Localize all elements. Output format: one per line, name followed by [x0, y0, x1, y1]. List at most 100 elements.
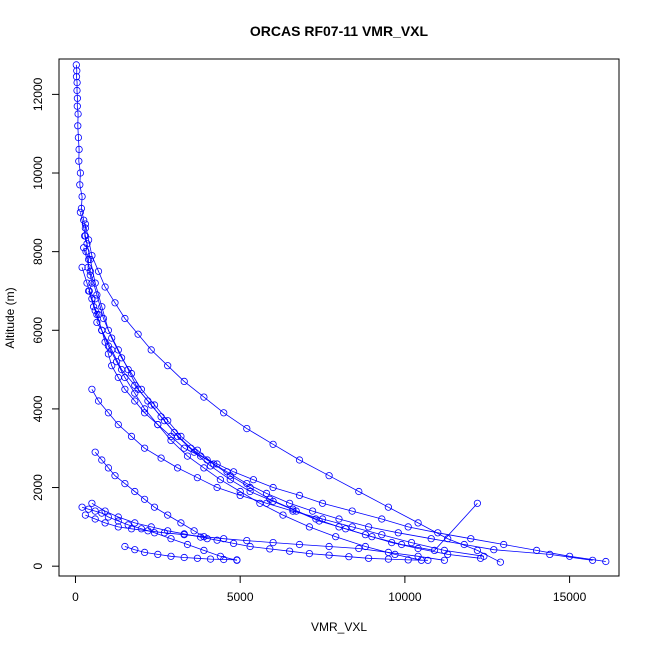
data-point	[164, 362, 172, 370]
data-point	[141, 405, 149, 413]
x-tick-label: 0	[72, 590, 79, 604]
data-point	[127, 525, 136, 533]
series-1	[72, 61, 610, 566]
data-point	[180, 530, 188, 538]
data-point	[73, 94, 82, 102]
data-point	[414, 544, 422, 553]
data-point	[74, 122, 82, 130]
y-tick-label: 10000	[31, 156, 45, 190]
data-point	[75, 145, 83, 153]
data-point	[81, 232, 90, 240]
series-line	[85, 514, 445, 561]
series-line	[91, 389, 484, 557]
data-point	[490, 546, 498, 554]
data-point	[269, 483, 277, 492]
data-point	[414, 552, 422, 560]
data-point	[157, 454, 165, 462]
data-point	[325, 551, 333, 559]
data-point	[305, 549, 313, 558]
data-point	[496, 558, 504, 566]
data-point	[124, 365, 132, 374]
data-point	[83, 279, 91, 287]
data-point	[200, 464, 208, 472]
data-point	[364, 554, 373, 562]
data-point	[114, 523, 122, 531]
data-point	[427, 535, 435, 543]
series-2	[81, 220, 504, 566]
data-point	[355, 544, 363, 553]
data-point	[289, 507, 297, 515]
data-point	[73, 102, 81, 110]
data-point	[150, 529, 159, 537]
data-point	[101, 519, 109, 527]
data-point	[94, 267, 103, 275]
data-point	[335, 515, 343, 523]
data-point	[174, 432, 182, 440]
data-point	[220, 535, 228, 543]
data-point	[147, 523, 155, 531]
data-point	[114, 517, 122, 525]
data-point	[111, 299, 119, 307]
data-point	[243, 424, 251, 433]
data-point	[118, 354, 126, 362]
data-point	[318, 499, 327, 507]
data-point	[174, 464, 182, 472]
data-point	[164, 527, 172, 535]
x-axis-label: VMR_VXL	[311, 620, 367, 634]
data-point	[131, 519, 139, 527]
series-line	[124, 546, 237, 561]
data-point	[131, 487, 139, 496]
data-point	[262, 499, 271, 507]
data-point	[602, 557, 610, 566]
data-point	[213, 483, 221, 492]
x-tick-label: 15000	[553, 590, 587, 604]
data-point	[73, 86, 81, 95]
x-axis: 0 5000 10000 15000	[72, 575, 587, 604]
data-point	[361, 531, 369, 539]
data-point	[480, 552, 488, 560]
data-point	[213, 536, 221, 544]
y-tick-label: 8000	[31, 238, 45, 265]
data-point	[384, 503, 392, 511]
data-point	[345, 553, 353, 561]
data-point	[147, 401, 155, 409]
data-point	[74, 134, 83, 142]
series-line	[94, 451, 208, 540]
data-point	[78, 503, 86, 511]
chart-title: ORCAS RF07-11 VMR_VXL	[250, 23, 429, 39]
data-point	[108, 362, 116, 370]
data-point	[193, 554, 201, 562]
data-point	[121, 385, 129, 393]
data-point	[430, 546, 439, 555]
data-point	[473, 499, 481, 507]
data-point	[434, 529, 442, 537]
data-point	[76, 208, 85, 216]
data-point	[193, 474, 201, 482]
data-point	[167, 552, 175, 560]
data-point	[230, 539, 238, 548]
data-point	[305, 523, 313, 531]
data-point	[467, 535, 475, 543]
data-point	[93, 310, 101, 319]
data-point	[424, 556, 432, 564]
data-point	[72, 61, 80, 69]
data-point	[348, 523, 356, 531]
data-point	[134, 385, 142, 393]
data-point	[378, 515, 386, 523]
data-point	[147, 346, 155, 354]
data-point	[378, 531, 386, 539]
data-point	[108, 334, 116, 342]
y-tick-label: 4000	[31, 395, 45, 422]
data-point	[414, 519, 422, 527]
data-point	[246, 487, 254, 496]
data-point	[190, 527, 198, 535]
data-point	[91, 448, 99, 456]
data-point	[121, 479, 129, 488]
data-point	[269, 538, 277, 547]
y-tick-label: 0	[31, 563, 45, 570]
data-point	[73, 79, 81, 87]
data-point	[177, 519, 185, 527]
data-point	[114, 346, 122, 354]
data-point	[134, 330, 142, 338]
data-point	[76, 169, 85, 177]
